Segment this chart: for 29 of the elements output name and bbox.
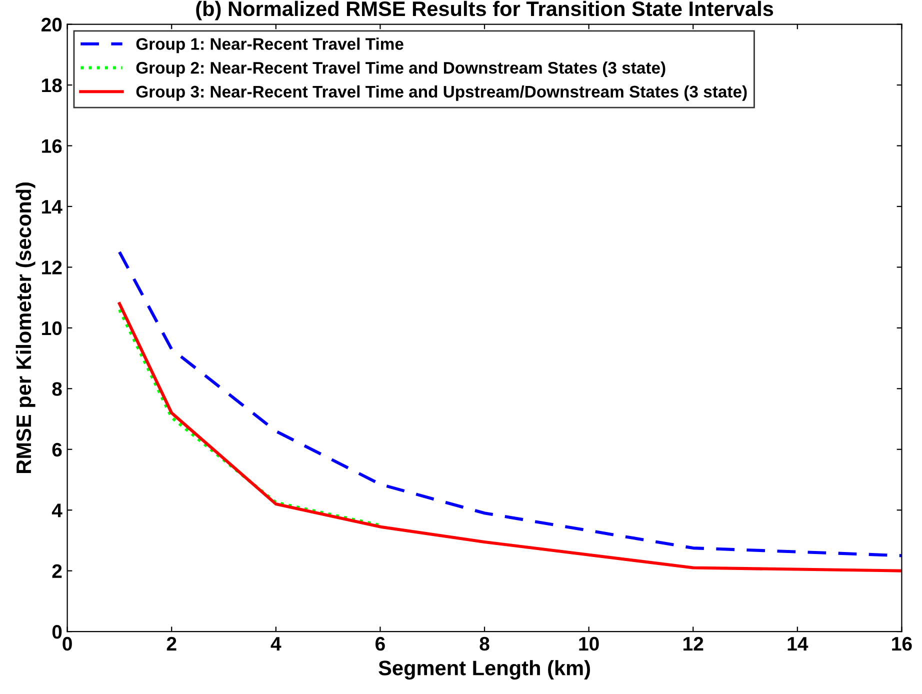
y-tick-label: 10 [42, 321, 62, 336]
x-tick-label: 10 [579, 636, 599, 651]
y-tick-label: 6 [52, 442, 62, 457]
y-tick-label: 14 [42, 200, 62, 214]
y-tick-label: 4 [52, 504, 62, 518]
y-tick-label: 8 [52, 382, 62, 396]
legend-label: Group 1: Near-Recent Travel Time [136, 38, 404, 54]
y-axis-title: RMSE per Kilometer (second) [16, 182, 36, 473]
x-tick-label: 8 [480, 636, 490, 651]
x-tick-label: 14 [788, 637, 808, 650]
x-tick-label: 6 [376, 636, 385, 651]
x-tick-label: 0 [62, 636, 72, 651]
chart-title: (b) Normalized RMSE Results for Transition State Intervals [196, 0, 774, 20]
line-series [118, 250, 902, 558]
x-tick-label: 12 [684, 636, 704, 650]
y-tick-label: 0 [52, 625, 62, 639]
line-series [118, 308, 382, 527]
y-tick-label: 2 [52, 564, 62, 578]
legend-label: Group 2: Near-Recent Travel Time and Downstream States (3 state) [136, 61, 666, 78]
y-tick-label: 12 [42, 260, 62, 274]
legend-label: Group 3: Near-Recent Travel Time and Upstream/Downstream States (3 state) [136, 85, 747, 101]
x-tick-label: 2 [166, 636, 176, 650]
y-tick-label: 20 [41, 18, 62, 32]
y-tick-label: 18 [42, 78, 62, 92]
line-series [118, 302, 902, 572]
x-axis-title: Segment Length (km) [378, 660, 590, 680]
y-tick-label: 16 [42, 139, 62, 153]
x-tick-label: 4 [270, 637, 282, 650]
x-tick-label: 16 [892, 636, 912, 651]
